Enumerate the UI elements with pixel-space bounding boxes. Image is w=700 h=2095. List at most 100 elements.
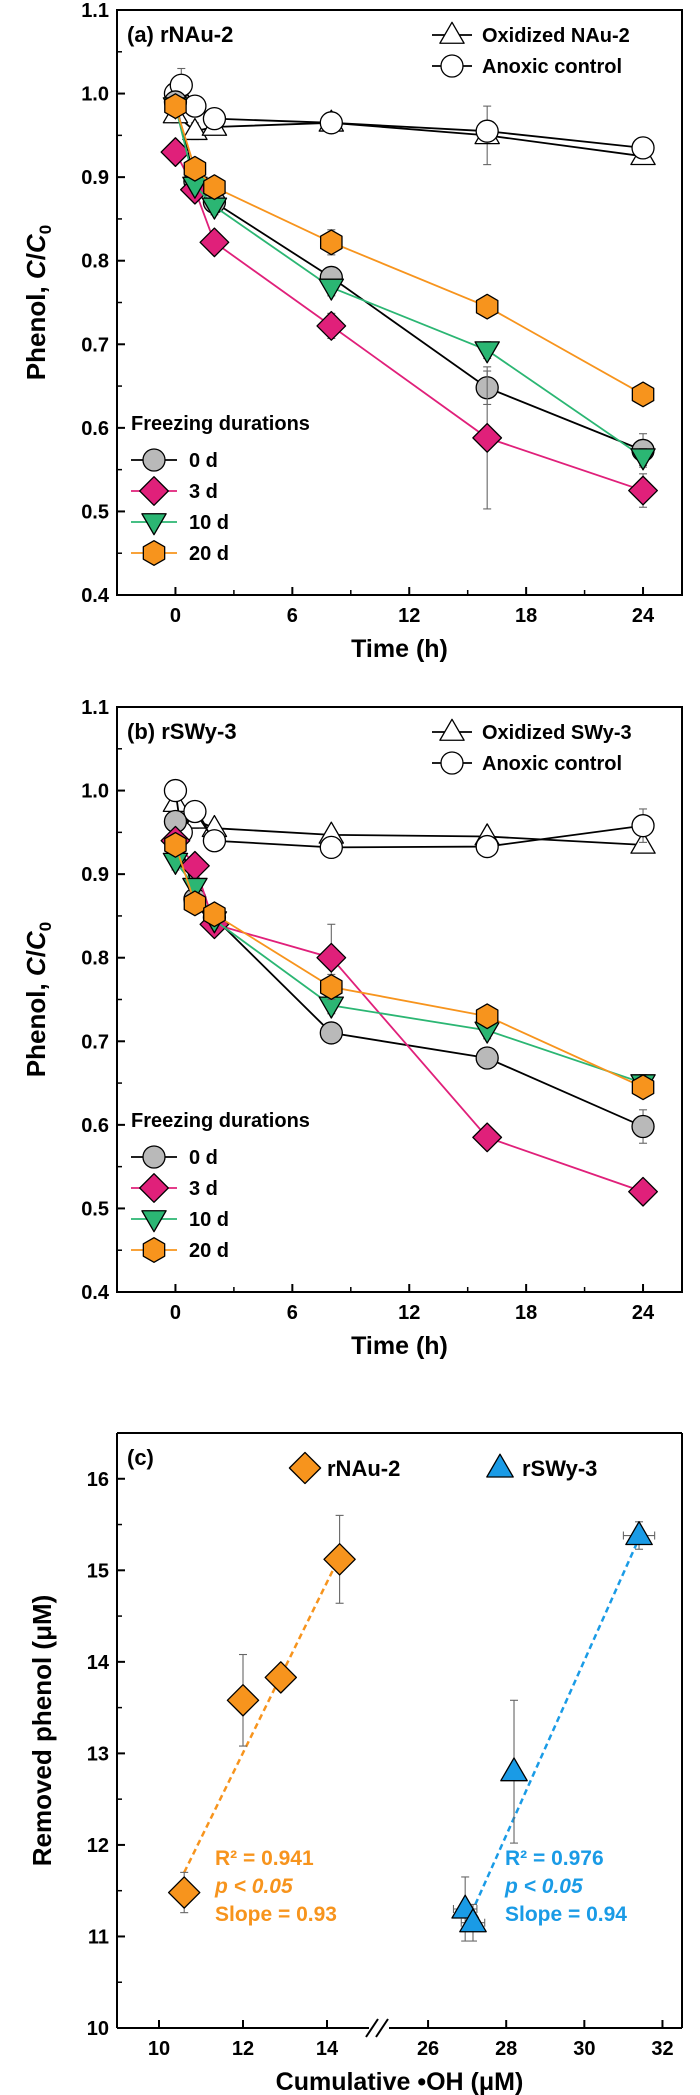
y-tick-label: 1.1 (81, 0, 109, 22)
y-axis-label: Phenol, C/C0 (21, 225, 55, 380)
stats-text: R² = 0.976 p < 0.05 Slope = 0.94 (504, 1847, 627, 1926)
panel-label: (c) (127, 1445, 154, 1470)
data-point (475, 293, 499, 320)
y-axis-label-main: Phenol, (21, 976, 51, 1077)
freezing-legend: Freezing durations 0 d 3 d 10 d 20 d (131, 413, 310, 566)
x-tick-label: 26 (417, 2038, 439, 2060)
data-point (182, 117, 208, 141)
legend-marker (142, 448, 166, 472)
data-point (316, 942, 347, 973)
p-value: p < 0.05 (214, 1875, 293, 1898)
legend: rNAu-2 rSWy-3 (288, 1451, 597, 1485)
series-line (174, 105, 644, 396)
legend-label: rSWy-3 (522, 1456, 597, 1481)
series-line (174, 101, 644, 452)
series-3-d (160, 825, 658, 1207)
y-tick-label: 1.0 (81, 781, 109, 803)
series-line (174, 802, 644, 846)
y-tick-label: 1.1 (81, 697, 109, 719)
y-tick-label: 0.4 (81, 585, 110, 607)
panel-2: 10 11 12 13 14 15 16 10 12 14 26 28 30 32 Cumulative •… (27, 1432, 683, 2095)
legend-marker (139, 1173, 169, 1203)
y-axis-label-sub: 0 (36, 922, 55, 931)
data-point (500, 1757, 528, 1782)
data-point (628, 1176, 658, 1207)
x-axis-label: Cumulative •OH (μM) (276, 2068, 524, 2095)
data-point (264, 1661, 298, 1694)
x-tick-label: 6 (287, 1302, 298, 1324)
y-axis-label-slash: / (21, 253, 51, 260)
axis-break (365, 2018, 389, 2038)
legend-title: Freezing durations (131, 413, 310, 435)
x-tick-label: 24 (632, 1302, 655, 1324)
data-point (316, 310, 347, 341)
y-tick-label: 15 (87, 1560, 109, 1582)
legend-marker (440, 751, 464, 775)
data-point (631, 1114, 655, 1139)
data-point (631, 814, 655, 838)
data-point (475, 119, 499, 143)
x-tick-label: 32 (651, 2038, 673, 2060)
y-axis-label-slash: / (21, 950, 51, 957)
legend-marker (142, 1237, 166, 1263)
x-tick-label: 24 (632, 605, 655, 627)
series-line (174, 105, 644, 458)
series-line (174, 840, 644, 1193)
slope: Slope = 0.93 (215, 1903, 337, 1926)
y-tick-label: 13 (87, 1743, 109, 1765)
legend-title: Freezing durations (131, 1110, 310, 1132)
y-tick-label: 16 (87, 1469, 109, 1491)
top-legend: Oxidized NAu-2 Anoxic control (432, 21, 630, 78)
data-point (631, 1074, 655, 1101)
data-point (319, 835, 343, 860)
axis-break-mark (365, 2018, 379, 2038)
legend-label: 10 d (189, 1209, 229, 1231)
data-point (472, 422, 503, 453)
legend-label: 10 d (189, 512, 229, 534)
series-0-d (163, 809, 655, 1144)
legend-label: 0 d (189, 1147, 218, 1169)
legend-marker (141, 513, 167, 536)
data-point (183, 890, 207, 917)
data-point (167, 1876, 201, 1909)
series-3-d (160, 137, 658, 510)
r-squared: R² = 0.976 (505, 1847, 604, 1870)
legend-label: 20 d (189, 543, 229, 565)
y-axis-label-c0: C (21, 233, 51, 253)
series-anoxic-control (163, 67, 655, 160)
panel-label: (b) rSWy-3 (127, 719, 237, 744)
x-tick-label: 30 (573, 2038, 595, 2060)
data-point (631, 381, 655, 408)
legend-label: rNAu-2 (327, 1456, 400, 1481)
y-tick-label: 0.7 (81, 334, 109, 356)
data-point (183, 799, 207, 824)
y-tick-label: 0.6 (81, 1115, 109, 1137)
axis-break-mark (375, 2018, 389, 2038)
x-tick-label: 18 (515, 605, 537, 627)
x-tick-label: 0 (170, 1302, 181, 1324)
slope: Slope = 0.94 (505, 1903, 627, 1926)
y-axis-label: Phenol, C/C0 (21, 922, 55, 1077)
y-tick-label: 0.4 (81, 1282, 110, 1304)
legend-marker (288, 1451, 322, 1485)
y-axis-label-c0: C (21, 930, 51, 950)
y-tick-label: 0.5 (81, 1198, 109, 1220)
data-point (318, 278, 345, 301)
series-line (174, 113, 644, 158)
y-tick-label: 0.9 (81, 864, 109, 886)
legend-label: 0 d (189, 450, 218, 472)
y-tick-label: 0.6 (81, 418, 109, 440)
data-point (226, 1684, 260, 1717)
series-20-d (164, 93, 655, 408)
data-point (203, 901, 226, 928)
data-point (475, 1003, 499, 1030)
fit-line (465, 1537, 641, 1924)
series-rswy-3: R² = 0.976 p < 0.05 Slope = 0.94 (451, 1521, 656, 1942)
data-point (630, 448, 656, 471)
series-anoxic-control (163, 778, 655, 860)
data-point (164, 93, 187, 120)
series-rnau-2: R² = 0.941 p < 0.05 Slope = 0.93 (167, 1514, 356, 1926)
y-axis-label-c: C (21, 956, 51, 976)
series-line (174, 821, 644, 1128)
